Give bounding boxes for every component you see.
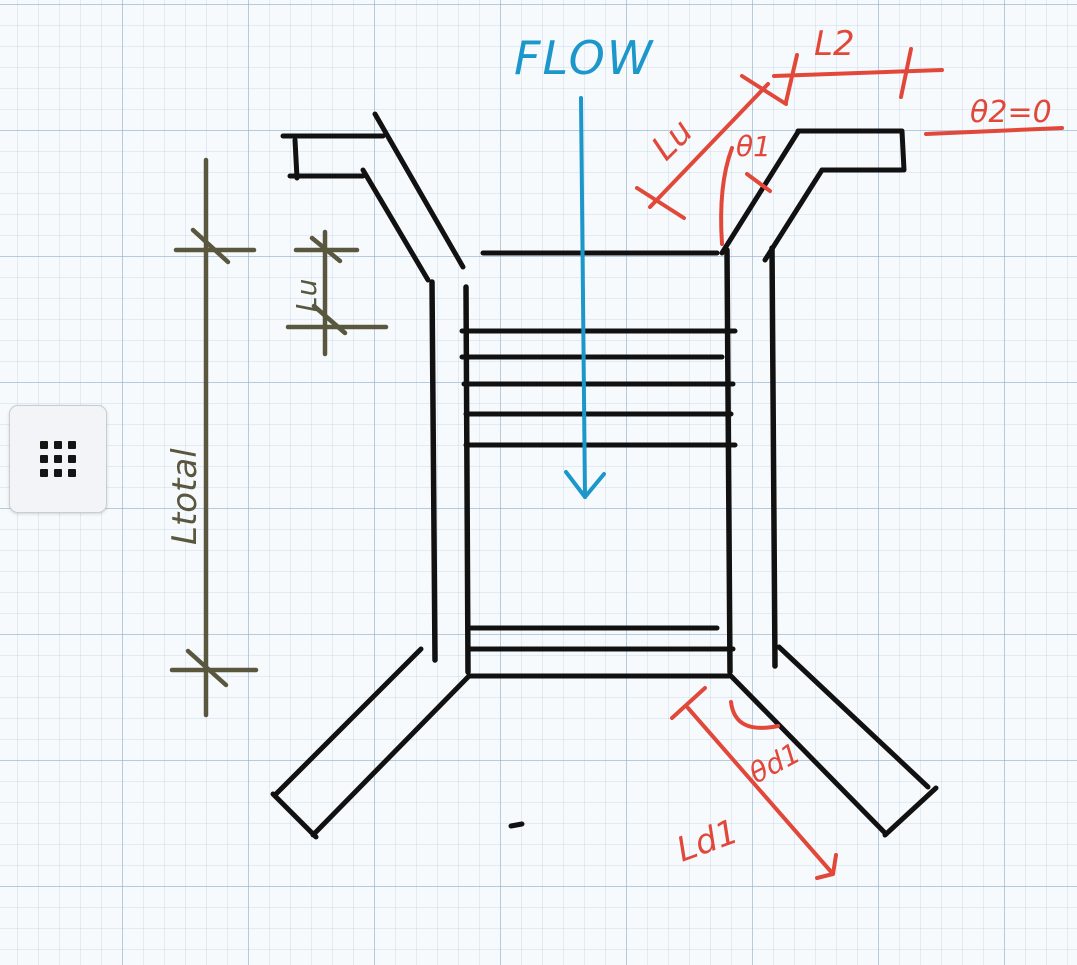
left-outlet-inner-edge — [310, 673, 472, 838]
dimension-ld1: Ld1 — [670, 686, 838, 880]
ld1-label: Ld1 — [671, 812, 743, 871]
theta1-label: θ1 — [736, 130, 771, 163]
flow-arrow-shaft — [579, 96, 587, 499]
column-right-outer-wall — [769, 245, 778, 669]
grid-dots-icon — [40, 441, 76, 477]
dimension-l2: L2 — [772, 24, 944, 104]
right-outlet-inner-edge — [728, 673, 889, 837]
right-inlet-inner-diagonal — [762, 167, 825, 263]
theta1-arc — [719, 146, 734, 246]
ld1-start-tick — [670, 686, 707, 720]
right-inlet-end-cap — [899, 128, 907, 173]
left-inlet-end-cap — [292, 137, 300, 181]
theta1-mark — [745, 172, 772, 193]
left-outlet-end-cap — [270, 791, 319, 840]
dimension-lu-small: Lu — [285, 229, 389, 357]
lu-small-top-tick — [309, 235, 343, 264]
stray-mark — [508, 821, 525, 829]
lu-small-bottom-tick — [311, 303, 348, 336]
right-outlet-outer-edge — [776, 644, 931, 790]
dimension-ltotal: Ltotal — [165, 157, 259, 718]
lu-lower-tick — [635, 186, 686, 220]
ltotal-top-tick — [190, 227, 231, 265]
ltotal-bottom-tick — [185, 648, 229, 688]
left-inlet-outer-diagonal — [372, 111, 466, 270]
lu-label: Lu — [644, 111, 701, 168]
column-left-outer-wall — [429, 279, 438, 663]
right-outlet-end-cap — [882, 785, 939, 838]
lu-dimension-line — [648, 82, 770, 209]
l2-left-tick — [784, 53, 799, 104]
theta2-underline — [924, 126, 1064, 136]
ld1-arrowhead — [815, 853, 838, 880]
flow-label: FLOW — [514, 31, 654, 85]
lu-upper-tick — [740, 74, 788, 106]
ld1-dimension-line — [686, 706, 835, 876]
angle-theta2: θ2=0 — [924, 95, 1064, 136]
structure — [270, 111, 939, 840]
l2-dimension-line — [772, 68, 944, 78]
lu-small-label: Lu — [290, 279, 323, 312]
l2-right-tick — [899, 47, 913, 99]
flow-indicator: FLOW — [514, 31, 654, 499]
angle-theta1: θ1 — [719, 130, 772, 246]
theta-d1-arc — [729, 700, 780, 730]
grid-menu-button[interactable] — [9, 405, 107, 513]
column-right-inner-wall — [724, 247, 733, 675]
column-left-inner-wall — [463, 284, 471, 675]
ltotal-label: Ltotal — [165, 448, 205, 545]
flow-arrowhead — [564, 470, 606, 499]
left-inlet-inner-diagonal — [360, 167, 431, 283]
right-inlet-outer-diagonal — [719, 129, 801, 256]
theta2-label: θ2=0 — [970, 95, 1052, 130]
l2-label: L2 — [814, 24, 855, 64]
left-outlet-outer-edge — [273, 646, 424, 797]
